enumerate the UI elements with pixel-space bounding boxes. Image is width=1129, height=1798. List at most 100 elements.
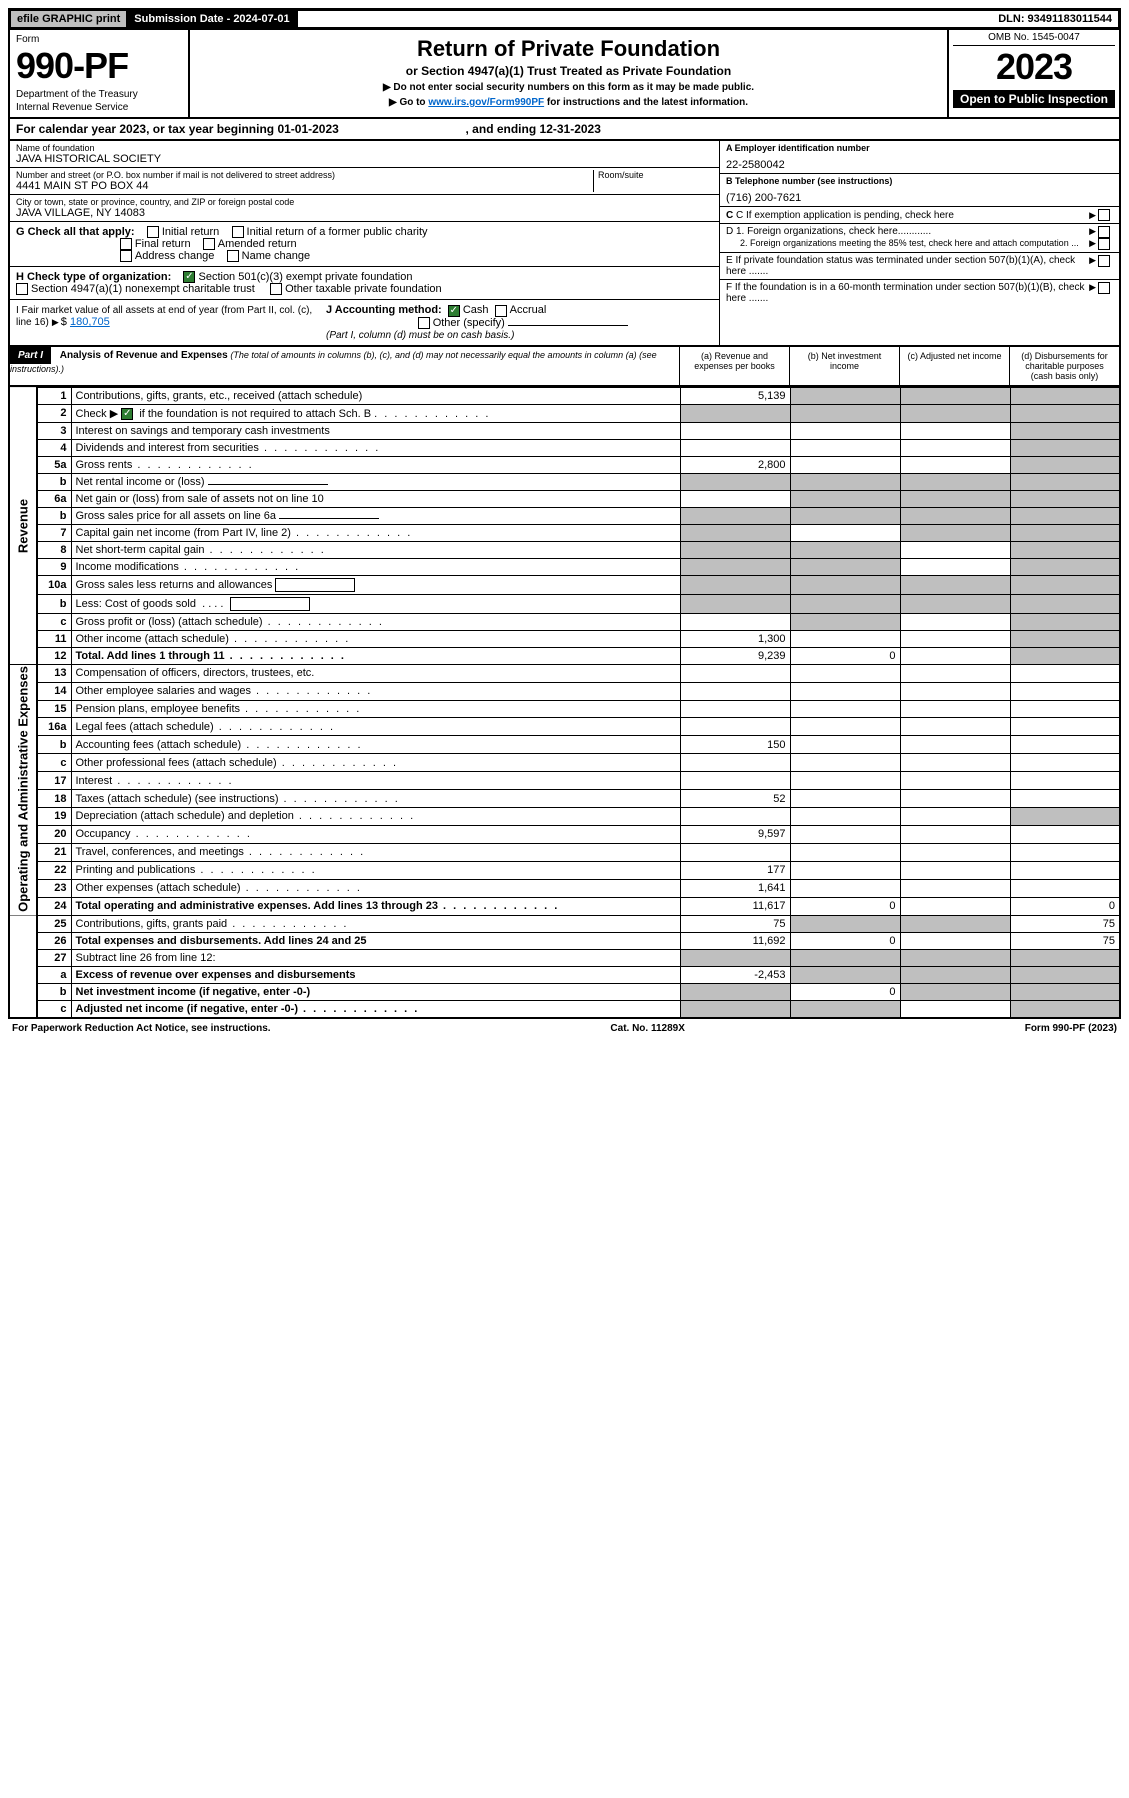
opt-final: Final return	[135, 238, 191, 250]
r21-desc: Travel, conferences, and meetings	[71, 843, 680, 861]
r5b-desc: Net rental income or (loss)	[71, 473, 680, 490]
footer-cat: Cat. No. 11289X	[610, 1023, 684, 1034]
form-label: Form	[16, 34, 182, 45]
top-bar: efile GRAPHIC print Submission Date - 20…	[8, 8, 1121, 30]
r18-num: 18	[37, 790, 71, 808]
checkbox-c[interactable]	[1098, 209, 1110, 221]
j-note: (Part I, column (d) must be on cash basi…	[326, 330, 514, 341]
r16a-desc: Legal fees (attach schedule)	[71, 718, 680, 736]
r11-desc: Other income (attach schedule)	[71, 630, 680, 647]
checkbox-f[interactable]	[1098, 282, 1110, 294]
calendar-year-row: For calendar year 2023, or tax year begi…	[8, 119, 1121, 141]
r5b-num: b	[37, 473, 71, 490]
note-ssn: ▶ Do not enter social security numbers o…	[196, 82, 941, 93]
submission-date: Submission Date - 2024-07-01	[128, 11, 297, 27]
r27a-a: -2,453	[680, 966, 790, 983]
r7-desc: Capital gain net income (from Part IV, l…	[71, 524, 680, 541]
f-label: F If the foundation is in a 60-month ter…	[726, 282, 1089, 304]
r11-num: 11	[37, 630, 71, 647]
r10a-desc: Gross sales less returns and allowances	[71, 575, 680, 594]
r10c-num: c	[37, 613, 71, 630]
addr-label: Number and street (or P.O. box number if…	[16, 170, 593, 180]
checkbox-name-change[interactable]	[227, 250, 239, 262]
opt-accrual: Accrual	[510, 304, 547, 316]
foundation-name: JAVA HISTORICAL SOCIETY	[16, 153, 713, 165]
checkbox-other-taxable[interactable]	[270, 283, 282, 295]
r25-d: 75	[1010, 915, 1120, 932]
checkbox-initial-former[interactable]	[232, 226, 244, 238]
part1-table: Revenue 1Contributions, gifts, grants, e…	[8, 387, 1121, 1019]
r4-num: 4	[37, 439, 71, 456]
r10a-num: 10a	[37, 575, 71, 594]
r21-num: 21	[37, 843, 71, 861]
footer-left: For Paperwork Reduction Act Notice, see …	[12, 1023, 271, 1034]
r25-desc: Contributions, gifts, grants paid	[71, 915, 680, 932]
r15-desc: Pension plans, employee benefits	[71, 700, 680, 718]
city-label: City or town, state or province, country…	[16, 197, 713, 207]
r17-num: 17	[37, 772, 71, 790]
opt-4947: Section 4947(a)(1) nonexempt charitable …	[31, 283, 255, 295]
city-state-zip: JAVA VILLAGE, NY 14083	[16, 207, 713, 219]
checkbox-cash[interactable]	[448, 305, 460, 317]
room-label: Room/suite	[598, 170, 713, 180]
checkbox-final-return[interactable]	[120, 238, 132, 250]
form-subtitle: or Section 4947(a)(1) Trust Treated as P…	[196, 64, 941, 78]
checkbox-schb[interactable]	[121, 408, 133, 420]
checkbox-amended[interactable]	[203, 238, 215, 250]
r6b-num: b	[37, 507, 71, 524]
r3-num: 3	[37, 422, 71, 439]
r16b-a: 150	[680, 736, 790, 754]
efile-print-button[interactable]: efile GRAPHIC print	[11, 11, 128, 27]
checkbox-other-method[interactable]	[418, 317, 430, 329]
col-a-head: (a) Revenue and expenses per books	[679, 347, 789, 385]
r1-desc: Contributions, gifts, grants, etc., rece…	[71, 387, 680, 404]
form-number: 990-PF	[16, 45, 182, 87]
h-label: H Check type of organization:	[16, 271, 171, 283]
r5a-desc: Gross rents	[71, 456, 680, 473]
j-label: J Accounting method:	[326, 304, 442, 316]
r13-desc: Compensation of officers, directors, tru…	[71, 664, 680, 682]
opt-initial: Initial return	[162, 226, 219, 238]
d2-label: 2. Foreign organizations meeting the 85%…	[740, 238, 1089, 250]
r10b-desc: Less: Cost of goods sold . . . .	[71, 594, 680, 613]
r27c-desc: Adjusted net income (if negative, enter …	[71, 1000, 680, 1018]
r24-num: 24	[37, 897, 71, 915]
checkbox-501c3[interactable]	[183, 271, 195, 283]
checkbox-e[interactable]	[1098, 255, 1110, 267]
r12-desc: Total. Add lines 1 through 11	[71, 647, 680, 664]
col-c-head: (c) Adjusted net income	[899, 347, 1009, 385]
r27-desc: Subtract line 26 from line 12:	[71, 949, 680, 966]
cal-year-end: , and ending 12-31-2023	[466, 122, 601, 136]
r16b-desc: Accounting fees (attach schedule)	[71, 736, 680, 754]
r20-a: 9,597	[680, 825, 790, 843]
r3-desc: Interest on savings and temporary cash i…	[71, 422, 680, 439]
opt-name-change: Name change	[242, 250, 311, 262]
checkbox-accrual[interactable]	[495, 305, 507, 317]
checkbox-d1[interactable]	[1098, 226, 1110, 238]
checkbox-initial-return[interactable]	[147, 226, 159, 238]
r12-a: 9,239	[680, 647, 790, 664]
checkbox-d2[interactable]	[1098, 238, 1110, 250]
r25-a: 75	[680, 915, 790, 932]
r8-num: 8	[37, 541, 71, 558]
col-b-head: (b) Net investment income	[789, 347, 899, 385]
e-label: E If private foundation status was termi…	[726, 255, 1089, 277]
r25-num: 25	[37, 915, 71, 932]
phone-value: (716) 200-7621	[726, 186, 1113, 204]
instructions-link[interactable]: www.irs.gov/Form990PF	[428, 97, 544, 108]
part1-label: Part I	[10, 347, 51, 364]
r12-num: 12	[37, 647, 71, 664]
r9-num: 9	[37, 558, 71, 575]
r23-num: 23	[37, 879, 71, 897]
opt-501c3: Section 501(c)(3) exempt private foundat…	[198, 271, 412, 283]
r19-num: 19	[37, 808, 71, 826]
r23-a: 1,641	[680, 879, 790, 897]
note-goto-post: for instructions and the latest informat…	[544, 97, 748, 108]
tax-year: 2023	[953, 46, 1115, 88]
checkbox-address-change[interactable]	[120, 250, 132, 262]
r2-num: 2	[37, 404, 71, 422]
checkbox-4947[interactable]	[16, 283, 28, 295]
fmv-value[interactable]: 180,705	[70, 316, 110, 328]
r20-num: 20	[37, 825, 71, 843]
r1-num: 1	[37, 387, 71, 404]
